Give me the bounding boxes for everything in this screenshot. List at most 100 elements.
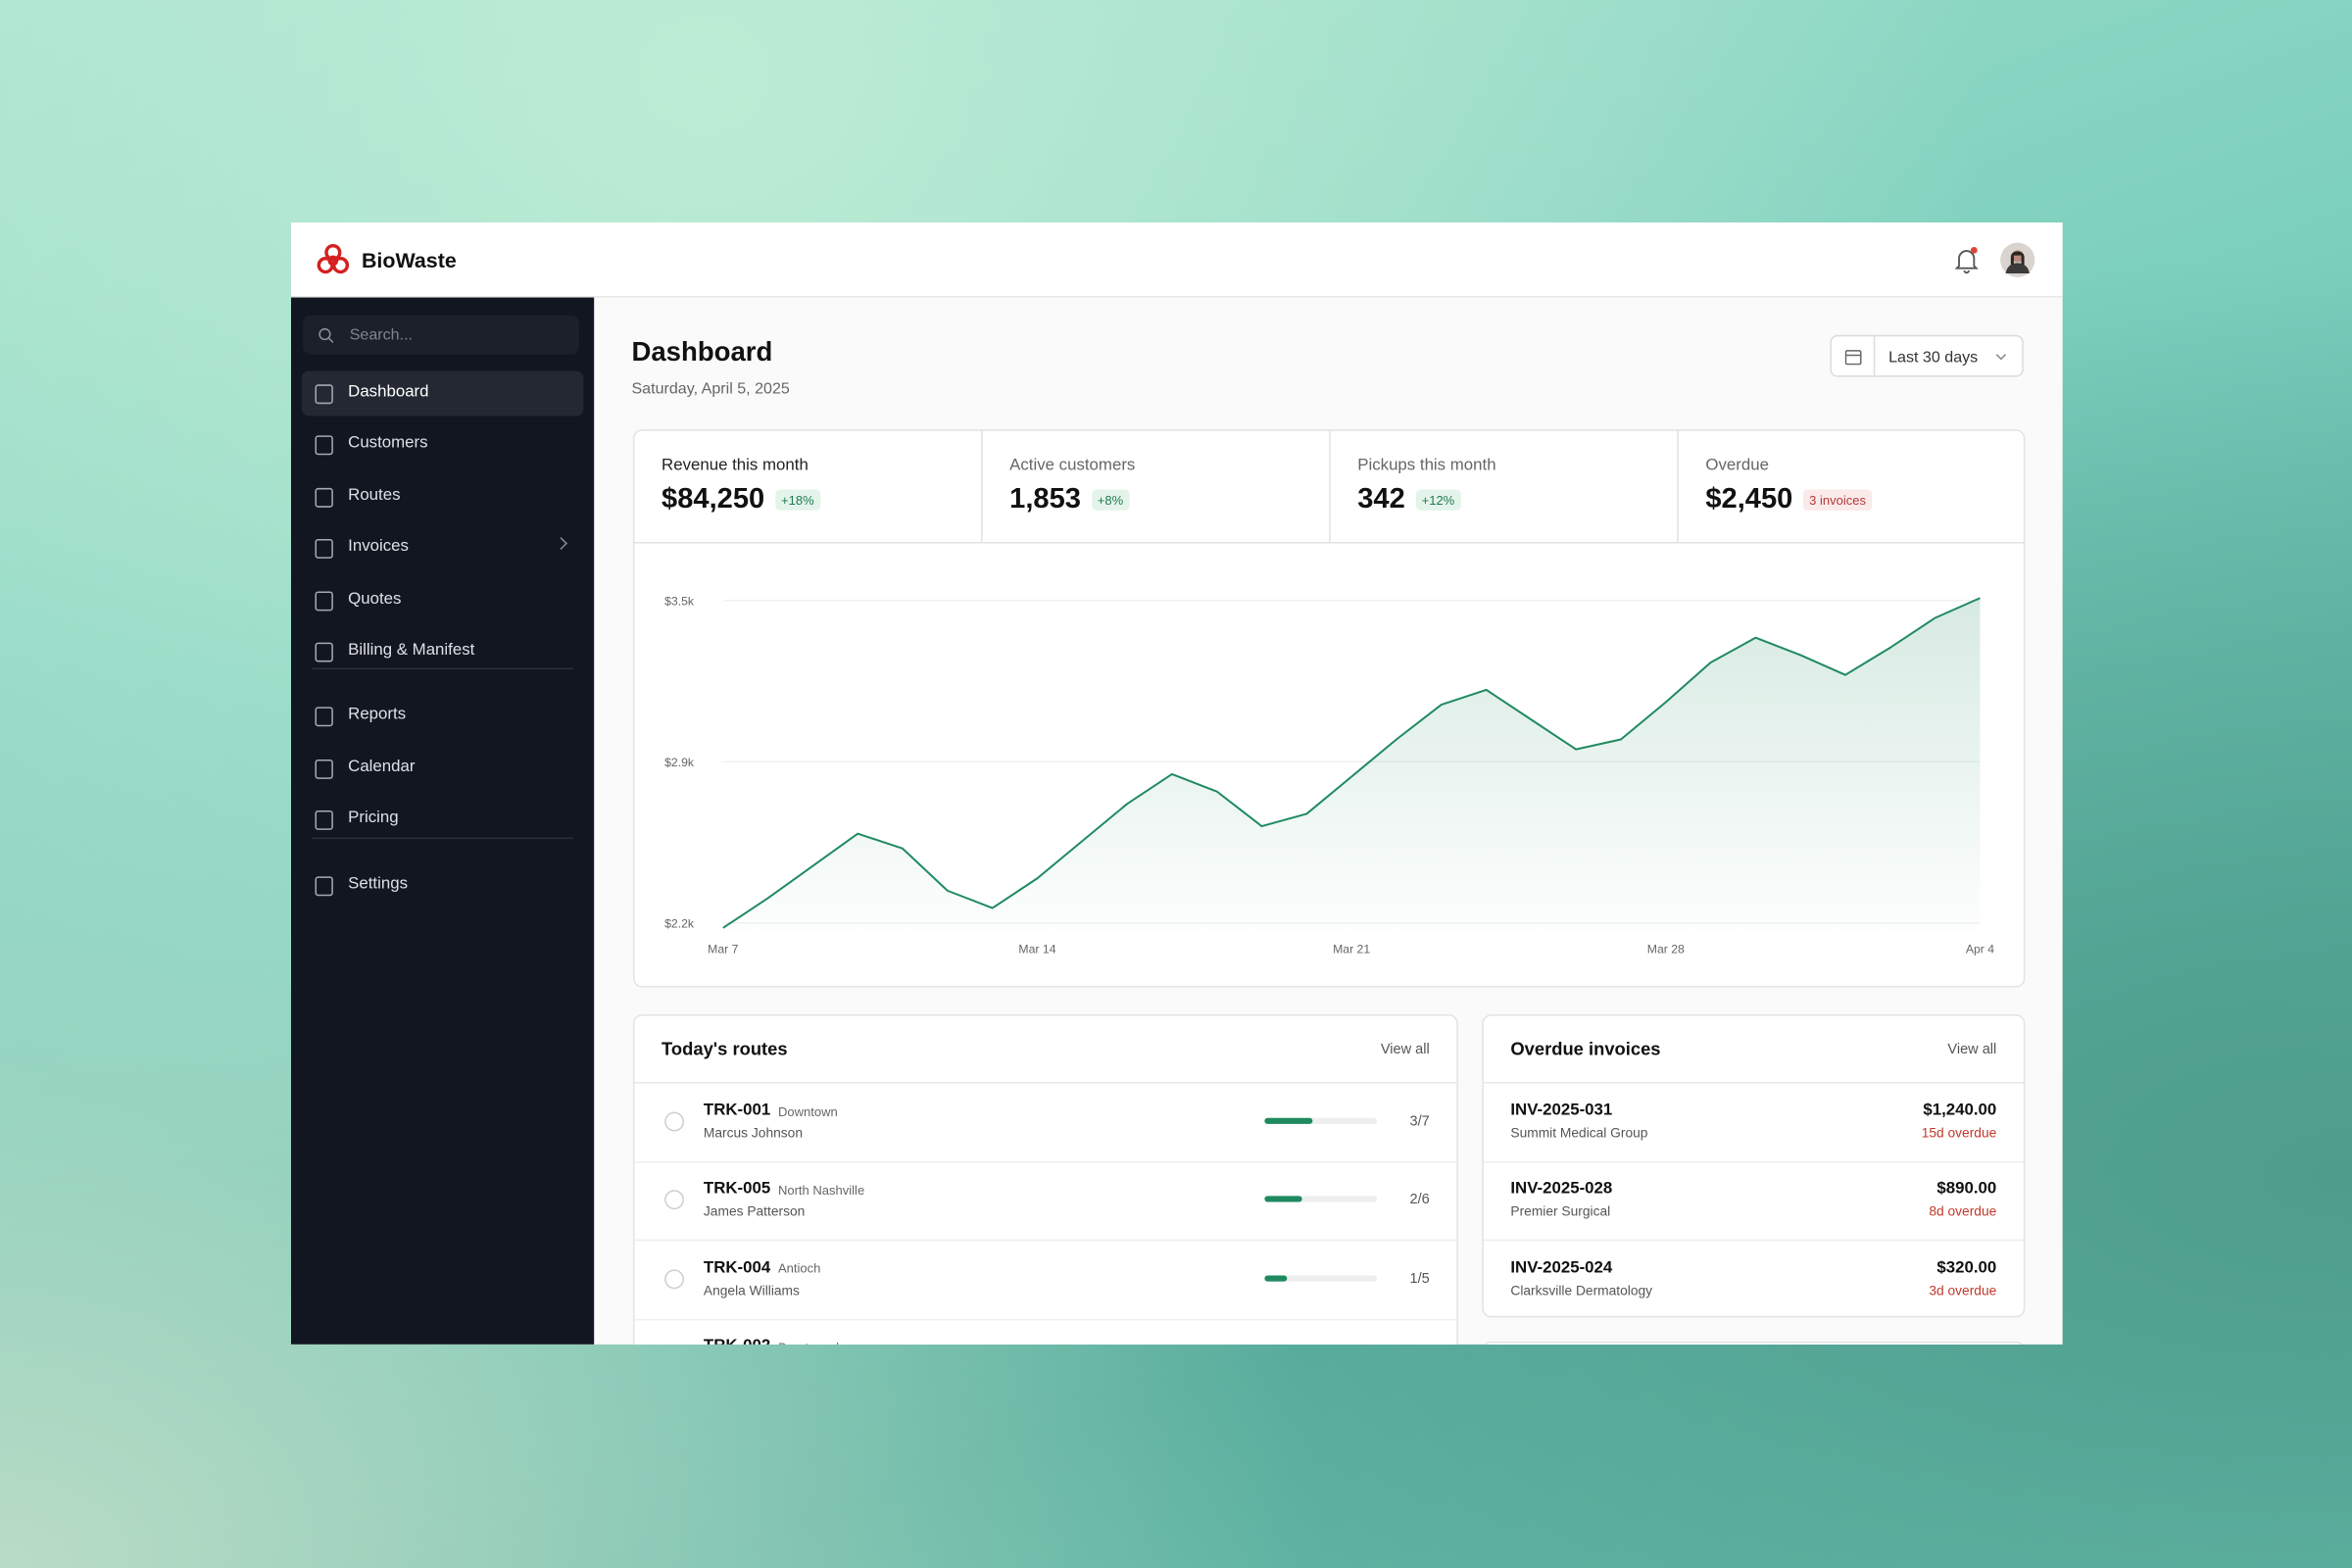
nav-label: Customers	[348, 434, 428, 453]
divider	[634, 1082, 1457, 1084]
stat-value: 1,853	[1009, 483, 1081, 515]
nav-icon	[315, 435, 333, 456]
route-row[interactable]: TRK-004 Antioch Angela Williams 1/5	[634, 1241, 1457, 1321]
card-title: Today's routes	[662, 1038, 788, 1060]
nav-item[interactable]: Invoices	[302, 525, 584, 570]
progress-bar	[1264, 1196, 1302, 1203]
avatar[interactable]	[1999, 242, 2035, 278]
stat-row: 1,853 +8%	[1009, 483, 1130, 516]
sidebar: Search... Dashboard Customers Routes Invoic…	[291, 297, 595, 1345]
top-bar: BioWaste	[291, 222, 2063, 298]
y-tick-label: $2.2k	[664, 916, 695, 930]
nav-icon	[315, 875, 333, 896]
invoice-id: INV-2025-024	[1510, 1258, 1613, 1277]
nav-label: Calendar	[348, 758, 416, 776]
search-box[interactable]: Search...	[303, 315, 579, 355]
progress-label: 3/7	[1409, 1113, 1430, 1131]
x-tick-label: Apr 4	[1966, 942, 1994, 956]
divider	[632, 542, 2026, 544]
view-all[interactable]: View all	[1380, 1041, 1430, 1058]
routes-card: Today's routes View all TRK-001 Downtown M…	[632, 1014, 1458, 1345]
y-tick-label: $3.5k	[664, 594, 695, 608]
x-tick-label: Mar 14	[1018, 942, 1055, 956]
progress-bar	[1264, 1275, 1288, 1282]
route-row[interactable]: TRK-005 North Nashville James Patterson 2/6	[634, 1162, 1457, 1242]
nav-item[interactable]: Quotes	[302, 577, 584, 622]
route-id: TRK-001	[703, 1101, 771, 1120]
search-icon	[318, 327, 334, 343]
invoice-status: 15d overdue	[1921, 1125, 1997, 1141]
app-window: BioWaste Search... Dashboard Customers Rou…	[291, 222, 2063, 1345]
divider	[1677, 429, 1679, 543]
page-title: Dashboard	[631, 336, 773, 367]
invoice-id: INV-2025-028	[1510, 1180, 1613, 1199]
nav-icon	[315, 642, 333, 662]
route-row[interactable]: TRK-001 Downtown Marcus Johnson 3/7	[634, 1084, 1457, 1163]
y-tick-label: $2.9k	[664, 756, 695, 769]
stat-label: Active customers	[1009, 456, 1136, 475]
divider	[1873, 336, 1876, 376]
nav-label: Pricing	[348, 808, 399, 828]
nav-item[interactable]: Routes	[302, 474, 584, 519]
invoices-card: Overdue invoices View all INV-2025-031 Su…	[1482, 1014, 2026, 1319]
stat-label: Overdue	[1705, 456, 1769, 475]
invoice-row[interactable]: INV-2025-028 Premier Surgical $890.00 8d ov…	[1483, 1162, 2024, 1242]
chevron	[1995, 354, 2007, 361]
invoice-amount: $320.00	[1936, 1258, 1997, 1277]
progress-track	[1264, 1117, 1378, 1124]
nav-icon	[315, 759, 333, 779]
date-range-picker[interactable]: Last 30 days	[1830, 334, 2024, 377]
invoice-amount: $890.00	[1936, 1180, 1997, 1199]
x-tick-label: Mar 21	[1333, 942, 1370, 956]
area	[722, 598, 1981, 931]
status-circle	[664, 1111, 685, 1132]
divider	[1329, 429, 1331, 543]
progress-track	[1264, 1196, 1378, 1203]
revenue-chart: $2.2k $2.9k $3.5k Mar 7 Mar 14 Mar 21 Mar 28 Ap…	[664, 594, 1994, 956]
invoice-row[interactable]: INV-2025-031 Summit Medical Group $1,240.0…	[1483, 1084, 2024, 1163]
status-circle	[664, 1190, 685, 1210]
view-all[interactable]: View all	[1947, 1041, 1997, 1058]
nav-label: Invoices	[348, 537, 409, 557]
stat-label: Pickups this month	[1357, 456, 1496, 475]
nav-icon	[315, 590, 333, 611]
stat-value: $2,450	[1705, 483, 1793, 515]
invoice-amount: $1,240.00	[1923, 1101, 1997, 1120]
route-area: Brentwood	[778, 1340, 839, 1345]
nav-item[interactable]: Billing & Manifest	[302, 629, 584, 674]
notifications[interactable]	[1953, 245, 1981, 275]
nav-label: Dashboard	[348, 382, 429, 402]
line	[722, 597, 1981, 929]
page-date: Saturday, April 5, 2025	[631, 379, 790, 399]
invoice-customer: Clarksville Dermatology	[1510, 1282, 1653, 1298]
route-area: Downtown	[777, 1103, 838, 1119]
nav-item[interactable]: Settings	[302, 862, 584, 907]
nav-icon	[315, 707, 333, 727]
nav-label: Quotes	[348, 589, 402, 608]
divider	[312, 668, 573, 670]
brand: BioWaste	[361, 248, 457, 272]
nav-item[interactable]: Calendar	[302, 746, 584, 791]
invoice-status: 3d overdue	[1929, 1282, 1997, 1298]
stat-row: $84,250 +18%	[662, 483, 820, 516]
progress-bar	[1264, 1117, 1313, 1124]
status-circle	[664, 1269, 685, 1289]
stat-value: 342	[1357, 483, 1405, 515]
route-row[interactable]: TRK-002 Brentwood	[635, 1319, 1457, 1345]
x-tick-label: Mar 28	[1647, 942, 1685, 956]
progress-track	[1264, 1275, 1378, 1282]
progress-label: 1/5	[1409, 1270, 1430, 1288]
route-id: TRK-002	[704, 1338, 770, 1345]
nav-item[interactable]: Pricing	[302, 798, 584, 843]
nav-item[interactable]: Dashboard	[301, 370, 584, 416]
nav-icon	[315, 384, 333, 405]
nav-label: Routes	[348, 486, 401, 505]
nav-item[interactable]: Reports	[302, 694, 584, 739]
invoice-row[interactable]: INV-2025-024 Clarksville Dermatology $320.…	[1484, 1241, 2024, 1319]
route-driver: James Patterson	[703, 1203, 806, 1219]
card	[1482, 1341, 2026, 1345]
route-area: Antioch	[777, 1260, 821, 1276]
invoice-customer: Premier Surgical	[1510, 1203, 1611, 1219]
nav-item[interactable]: Customers	[302, 422, 584, 467]
